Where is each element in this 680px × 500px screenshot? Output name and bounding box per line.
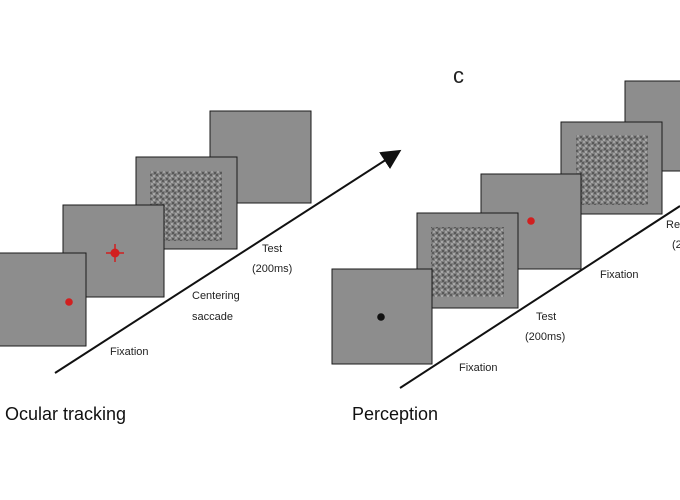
ocular-timeline-arrow xyxy=(54,149,402,374)
ocular-label-centering-2: saccade xyxy=(192,311,233,323)
perception-label-fixation-1: Fixation xyxy=(459,362,498,374)
panel-letter: c xyxy=(453,63,464,88)
perception-sequence: Fixation Test (200ms) Fixation Re (2 Per… xyxy=(331,80,680,424)
perception-label-test-2: (200ms) xyxy=(525,331,565,343)
perception-label-clipped-2: (2 xyxy=(672,239,680,251)
ocular-caption: Ocular tracking xyxy=(5,404,126,424)
perception-noise-patch-2 xyxy=(576,135,648,205)
perception-label-clipped-1: Re xyxy=(666,219,680,231)
red-fixation-dot-2 xyxy=(527,217,535,225)
crosshair-target-icon xyxy=(106,244,124,262)
perception-noise-patch xyxy=(431,227,504,297)
black-fixation-dot xyxy=(377,313,385,321)
ocular-label-centering-1: Centering xyxy=(192,290,240,302)
ocular-label-test-1: Test xyxy=(262,243,282,255)
perception-caption: Perception xyxy=(352,404,438,424)
ocular-tracking-sequence: Fixation Centering saccade Test (200ms) … xyxy=(0,110,402,424)
perception-label-fixation-2: Fixation xyxy=(600,269,639,281)
perception-timeline xyxy=(399,205,680,389)
ocular-label-test-2: (200ms) xyxy=(252,263,292,275)
red-fixation-dot xyxy=(65,298,73,306)
perception-label-test-1: Test xyxy=(536,311,556,323)
ocular-screen-fixation xyxy=(0,252,87,347)
ocular-label-fixation: Fixation xyxy=(110,346,149,358)
